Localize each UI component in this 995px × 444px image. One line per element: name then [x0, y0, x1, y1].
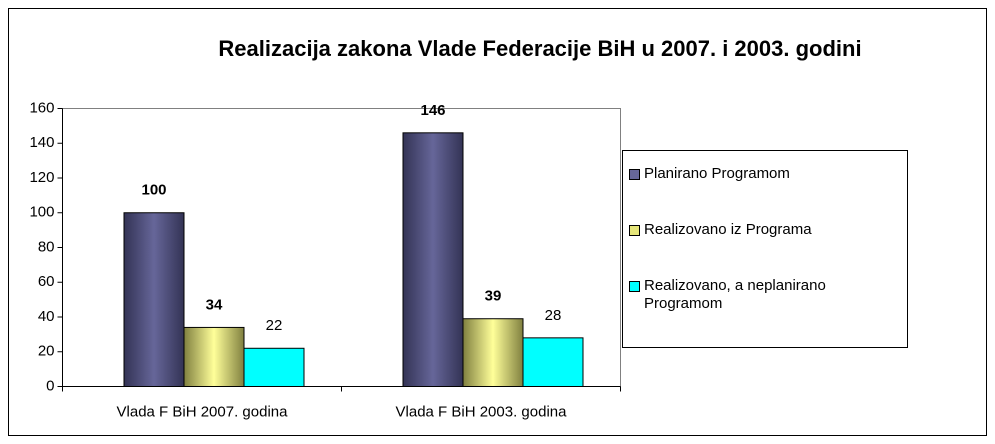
bar: [123, 212, 185, 387]
data-label: 146: [420, 102, 445, 119]
bar: [183, 326, 245, 387]
legend-item: Realizovano iz Programa: [629, 221, 901, 239]
legend-swatch: [629, 225, 640, 236]
legend-item: Realizovano, a neplanirano Programom: [629, 277, 901, 313]
y-tick-label: 160: [29, 99, 54, 116]
data-label: 39: [485, 288, 502, 305]
chart-border: [8, 8, 987, 436]
data-label: 28: [545, 307, 562, 324]
y-tick-label: 120: [29, 169, 54, 186]
bar: [522, 337, 584, 388]
legend: Planirano Programom Realizovano iz Progra…: [622, 150, 908, 348]
legend-label: Planirano Programom: [644, 165, 790, 182]
chart-title: Realizacija zakona Vlade Federacije BiH …: [218, 36, 861, 61]
y-tick-label: 20: [38, 343, 55, 360]
legend-swatch: [629, 169, 640, 180]
data-label: 22: [266, 317, 283, 334]
y-tick-label: 0: [46, 377, 54, 394]
bar: [402, 132, 464, 387]
legend-swatch: [629, 281, 640, 292]
bar: [243, 347, 305, 387]
bar: [462, 318, 524, 387]
y-tick-label: 60: [38, 273, 55, 290]
y-tick-label: 100: [29, 204, 54, 221]
y-tick-label: 40: [38, 308, 55, 325]
x-tick-label: Vlada F BiH 2003. godina: [396, 403, 568, 420]
data-label: 100: [141, 182, 166, 199]
legend-label: Realizovano iz Programa: [644, 221, 812, 238]
y-tick-label: 80: [38, 238, 55, 255]
data-label: 34: [206, 296, 223, 313]
x-tick-label: Vlada F BiH 2007. godina: [117, 403, 289, 420]
y-tick-label: 140: [29, 134, 54, 151]
legend-item: Planirano Programom: [629, 165, 901, 183]
legend-label: Realizovano, a neplanirano Programom: [644, 277, 826, 312]
